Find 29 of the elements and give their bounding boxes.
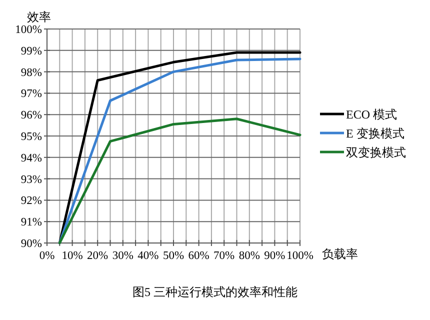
x-tick-label: 40% <box>138 250 160 262</box>
y-tick-label: 100% <box>15 24 42 36</box>
y-tick-label: 96% <box>20 110 42 122</box>
y-tick-label: 95% <box>20 131 42 143</box>
x-tick-label: 100% <box>286 250 314 262</box>
y-tick-label: 98% <box>20 66 42 79</box>
x-tick-label: 80% <box>238 250 260 262</box>
caption: 图5 三种运行模式的效率和性能 <box>132 285 298 299</box>
x-tick-label: 50% <box>162 250 184 262</box>
y-tick-label: 94% <box>20 152 42 164</box>
x-tick-label: 10% <box>62 250 84 262</box>
x-tick-label: 20% <box>87 250 109 262</box>
y-tick-label: 91% <box>20 216 42 229</box>
legend-label: ECO 模式 <box>346 108 397 122</box>
legend-label: E 变换模式 <box>346 126 404 140</box>
x-tick-label: 30% <box>112 250 134 262</box>
x-tick-label: 70% <box>214 250 236 262</box>
y-tick-label: 93% <box>20 174 42 186</box>
legend-label: 双变换模式 <box>346 146 406 160</box>
x-tick-label: 90% <box>264 250 286 262</box>
x-axis-title: 负载率 <box>322 247 358 261</box>
y-tick-label: 90% <box>20 238 42 250</box>
line-series <box>58 118 302 244</box>
x-tick-label: 60% <box>188 250 210 262</box>
y-axis-title: 效率 <box>27 10 51 24</box>
x-tick-label: 0% <box>39 250 56 262</box>
y-tick-label: 97% <box>20 88 42 100</box>
y-tick-label: 99% <box>20 45 42 58</box>
y-tick-label: 92% <box>20 195 42 208</box>
